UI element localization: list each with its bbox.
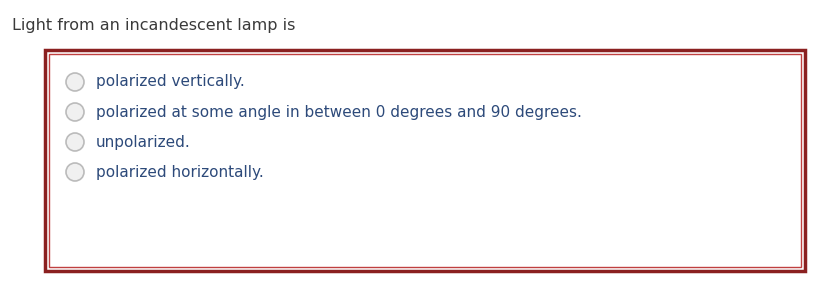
Bar — [45, 50, 804, 271]
Circle shape — [66, 73, 84, 91]
Bar — [49, 54, 800, 267]
Circle shape — [66, 103, 84, 121]
Circle shape — [66, 163, 84, 181]
Text: unpolarized.: unpolarized. — [96, 134, 191, 149]
Text: polarized horizontally.: polarized horizontally. — [96, 164, 264, 179]
Text: Light from an incandescent lamp is: Light from an incandescent lamp is — [12, 18, 295, 33]
Text: polarized at some angle in between 0 degrees and 90 degrees.: polarized at some angle in between 0 deg… — [96, 104, 581, 119]
Text: polarized vertically.: polarized vertically. — [96, 74, 244, 89]
Circle shape — [66, 133, 84, 151]
